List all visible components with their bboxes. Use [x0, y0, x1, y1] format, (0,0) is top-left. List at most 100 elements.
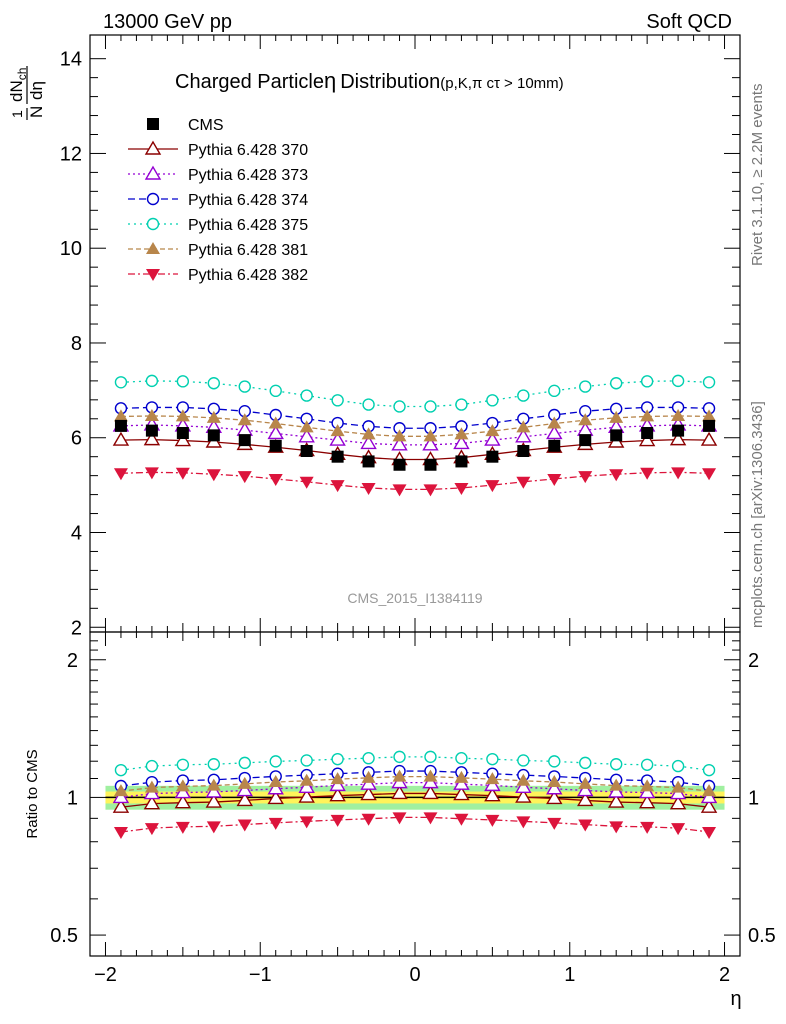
main-point-pythia-6-428-381: [268, 416, 283, 429]
legend-label: Pythia 6.428 374: [188, 192, 308, 209]
ratio-point-pythia-6-428-382: [454, 813, 469, 826]
legend-entry-pythia-6-428-382: Pythia 6.428 382: [128, 267, 308, 284]
main-point-pythia-6-428-381: [516, 420, 531, 433]
ratio-point-pythia-6-428-381: [547, 775, 562, 788]
main-point-cms: [486, 450, 499, 463]
legend-marker: [146, 269, 160, 281]
legend-marker: [144, 140, 162, 155]
main-y-tick-label: 12: [60, 143, 82, 165]
main-point-pythia-6-428-375: [455, 398, 468, 411]
main-point-pythia-6-428-375: [362, 398, 375, 411]
rivet-label: Rivet 3.1.10, ≥ 2.2M events: [749, 84, 766, 267]
ratio-y-tick-label: 1: [67, 787, 78, 809]
ratio-point-pythia-6-428-381: [671, 780, 686, 793]
main-point-pythia-6-428-373: [453, 435, 470, 450]
ratio-point-pythia-6-428-382: [516, 816, 531, 829]
legend-entry-cms: CMS: [147, 117, 224, 134]
main-point-pythia-6-428-382: [485, 480, 500, 493]
ratio-point-pythia-6-428-370: [112, 798, 130, 813]
chart-title-main: Charged Particle: [175, 71, 324, 93]
ratio-point-pythia-6-428-382: [547, 817, 562, 830]
main-point-pythia-6-428-381: [330, 424, 345, 437]
ratio-point-pythia-6-428-373: [360, 775, 377, 790]
category-label: Soft QCD: [646, 11, 732, 33]
ratio-point-pythia-6-428-381: [454, 770, 469, 783]
svg-text:dη: dη: [27, 81, 46, 100]
legend-label: Pythia 6.428 370: [188, 142, 308, 159]
x-tick-label: −2: [94, 964, 117, 986]
ratio-point-pythia-6-428-381: [578, 776, 593, 789]
ratio-point-pythia-6-428-370: [700, 798, 718, 813]
ratio-line-pythia-6-428-382: [120, 816, 710, 833]
ratio-point-pythia-6-428-382: [175, 821, 190, 834]
ratio-point-pythia-6-428-373: [422, 774, 439, 789]
main-point-pythia-6-428-375: [424, 400, 437, 413]
svg-text:1: 1: [9, 110, 25, 118]
ratio-point-pythia-6-428-370: [298, 788, 315, 803]
main-point-pythia-6-428-381: [609, 410, 624, 423]
main-point-pythia-6-428-382: [516, 476, 531, 489]
main-point-pythia-6-428-382: [237, 471, 252, 484]
ratio-point-pythia-6-428-373: [174, 784, 192, 799]
main-point-pythia-6-428-375: [393, 400, 406, 413]
ratio-point-pythia-6-428-382: [113, 827, 128, 840]
ratio-point-pythia-6-428-382: [640, 821, 655, 834]
ratio-point-pythia-6-428-375: [238, 756, 251, 770]
ratio-point-pythia-6-428-370: [391, 785, 408, 800]
main-y-tick-label: 10: [60, 238, 82, 260]
main-point-pythia-6-428-381: [423, 429, 438, 442]
ratio-point-pythia-6-428-370: [267, 790, 284, 805]
main-point-pythia-6-428-381: [175, 409, 190, 422]
ratio-point-pythia-6-428-382: [237, 819, 252, 832]
main-point-cms: [176, 427, 189, 439]
legend-marker: [146, 217, 160, 231]
main-point-pythia-6-428-382: [609, 469, 624, 482]
main-y-tick-label: 6: [71, 428, 82, 450]
ratio-point-pythia-6-428-370: [360, 786, 377, 801]
ratio-point-pythia-6-428-381: [361, 770, 376, 783]
main-point-pythia-6-428-375: [207, 377, 221, 390]
main-point-pythia-6-428-375: [145, 374, 159, 388]
ratio-point-pythia-6-428-373: [329, 776, 346, 792]
main-point-pythia-6-428-381: [640, 409, 655, 422]
main-point-pythia-6-428-382: [392, 484, 407, 497]
main-point-cms: [672, 424, 685, 437]
main-point-pythia-6-428-382: [113, 468, 128, 481]
ratio-point-pythia-6-428-370: [422, 785, 439, 800]
legend-entry-pythia-6-428-375: Pythia 6.428 375: [128, 217, 308, 234]
main-y-tick-label: 2: [71, 617, 82, 639]
mcplots-label: mcplots.cern.ch [arXiv:1306.3436]: [749, 401, 766, 628]
main-ylabel: 1 N dNch dη: [7, 66, 46, 120]
ratio-point-pythia-6-428-381: [144, 780, 159, 793]
analysis-id: CMS_2015_I1384119: [347, 590, 482, 606]
main-point-pythia-6-428-375: [300, 389, 313, 402]
main-point-pythia-6-428-375: [331, 394, 344, 407]
main-point-cms: [579, 434, 592, 447]
legend-marker: [146, 192, 160, 206]
main-point-pythia-6-428-370: [638, 432, 656, 447]
main-y-tick-label: 4: [71, 523, 82, 545]
ratio-point-pythia-6-428-370: [484, 787, 501, 802]
ratio-point-pythia-6-428-381: [702, 784, 717, 797]
ratio-point-pythia-6-428-370: [236, 792, 253, 807]
main-point-pythia-6-428-381: [485, 424, 500, 437]
main-point-pythia-6-428-375: [486, 394, 499, 407]
main-point-pythia-6-428-382: [640, 467, 655, 480]
ratio-point-pythia-6-428-375: [331, 752, 344, 766]
legend-entry-pythia-6-428-370: Pythia 6.428 370: [128, 140, 308, 159]
ratio-point-pythia-6-428-382: [702, 827, 717, 840]
legend-label: Pythia 6.428 375: [188, 217, 308, 234]
ratio-point-pythia-6-428-375: [455, 752, 468, 765]
ratio-point-pythia-6-428-375: [114, 763, 128, 777]
x-tick-label: 2: [719, 964, 730, 986]
ratio-point-pythia-6-428-375: [702, 763, 716, 777]
main-point-cms: [207, 429, 220, 442]
ratio-point-pythia-6-428-373: [267, 780, 284, 795]
legend-marker: [146, 242, 160, 254]
main-point-cms: [300, 445, 313, 458]
ratio-point-pythia-6-428-381: [423, 769, 438, 782]
main-point-pythia-6-428-375: [702, 376, 716, 389]
ratio-line-pythia-6-428-381: [120, 775, 710, 792]
main-point-pythia-6-428-375: [609, 377, 623, 390]
